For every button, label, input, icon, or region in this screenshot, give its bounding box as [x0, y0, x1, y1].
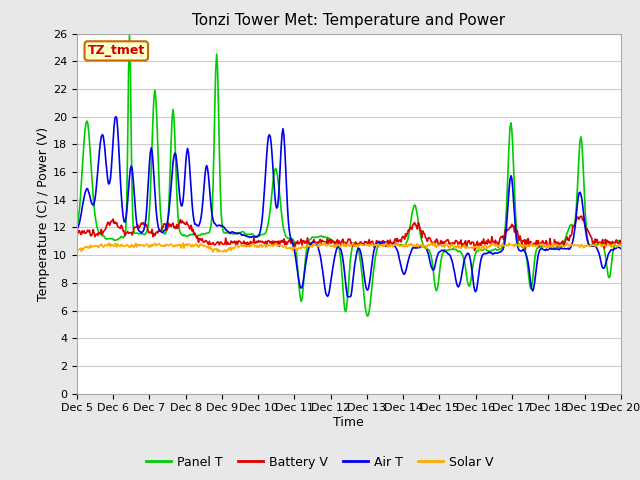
Battery V — [213, 240, 221, 246]
Solar V — [484, 244, 492, 250]
Solar V — [394, 242, 402, 248]
Panel T — [617, 239, 625, 244]
Air T — [484, 250, 492, 256]
Solar V — [213, 246, 221, 252]
Panel T — [125, 31, 133, 36]
Solar V — [438, 244, 445, 250]
Solar V — [73, 247, 81, 253]
Battery V — [617, 241, 625, 247]
Air T — [396, 255, 403, 261]
Air T — [112, 114, 120, 120]
Air T — [617, 246, 625, 252]
Panel T — [396, 242, 403, 248]
Air T — [438, 247, 445, 253]
Text: TZ_tmet: TZ_tmet — [88, 44, 145, 58]
Panel T — [320, 234, 328, 240]
Y-axis label: Temperature (C) / Power (V): Temperature (C) / Power (V) — [37, 127, 50, 300]
Battery V — [169, 220, 177, 226]
Battery V — [73, 229, 81, 235]
Air T — [73, 227, 81, 232]
Solar V — [617, 242, 625, 248]
Battery V — [578, 213, 586, 219]
Panel T — [214, 66, 221, 72]
Line: Battery V: Battery V — [77, 216, 621, 251]
Air T — [344, 294, 351, 300]
Legend: Panel T, Battery V, Air T, Solar V: Panel T, Battery V, Air T, Solar V — [141, 451, 499, 474]
Solar V — [320, 241, 328, 247]
Battery V — [471, 248, 479, 253]
X-axis label: Time: Time — [333, 416, 364, 429]
Panel T — [73, 226, 81, 232]
Battery V — [394, 236, 401, 241]
Line: Solar V: Solar V — [77, 242, 621, 252]
Solar V — [169, 243, 177, 249]
Solar V — [214, 249, 221, 255]
Panel T — [484, 248, 492, 254]
Line: Panel T: Panel T — [77, 34, 621, 316]
Air T — [170, 153, 178, 159]
Title: Tonzi Tower Met: Temperature and Power: Tonzi Tower Met: Temperature and Power — [192, 13, 506, 28]
Solar V — [430, 240, 438, 245]
Battery V — [319, 238, 327, 244]
Panel T — [364, 313, 371, 319]
Panel T — [170, 115, 178, 121]
Air T — [214, 223, 221, 228]
Panel T — [438, 253, 445, 259]
Air T — [320, 277, 328, 283]
Battery V — [436, 241, 444, 247]
Battery V — [483, 241, 491, 247]
Line: Air T: Air T — [77, 117, 621, 297]
